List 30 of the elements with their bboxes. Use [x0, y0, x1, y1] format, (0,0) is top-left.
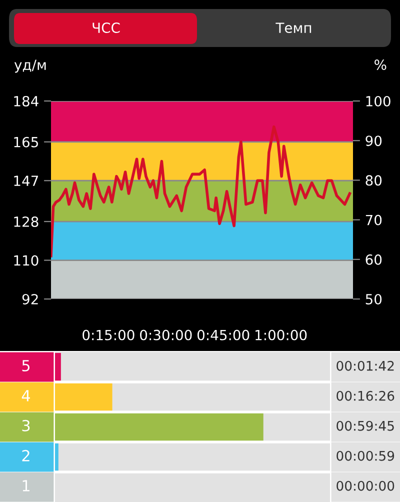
y-tick-label: 165: [14, 136, 38, 148]
data-label: 00:00:00: [336, 480, 394, 491]
data-label: 00:16:26: [336, 390, 394, 401]
y-tick-label: 147: [14, 176, 38, 186]
text: ЧСС: [92, 22, 120, 34]
y2-tick-label: 60: [366, 254, 382, 265]
y2-axis-title: %: [374, 60, 386, 70]
data-label: 00:00:59: [336, 450, 394, 461]
x-tick-label: 0:45:00: [198, 330, 250, 340]
text: Темп: [276, 22, 312, 34]
y-tick-label: 4: [22, 390, 30, 402]
y-tick-label: 1: [22, 480, 30, 492]
y-axis-title: уд/м: [14, 60, 46, 73]
y-tick-label: 110: [14, 255, 38, 266]
y2-tick-label: 80: [366, 175, 382, 186]
y2-tick-label: 100: [366, 96, 390, 106]
y-tick-label: 3: [22, 420, 30, 432]
y-tick-label: 92: [22, 294, 38, 304]
y-tick-label: 184: [14, 96, 38, 106]
y-tick-label: 5: [22, 360, 30, 372]
x-tick-label: 0:30:00: [140, 330, 192, 340]
data-label: 00:59:45: [336, 420, 394, 431]
y2-tick-label: 70: [366, 214, 382, 226]
y-tick-label: 2: [22, 450, 30, 462]
y2-tick-label: 50: [366, 294, 382, 304]
data-label: 00:01:42: [336, 360, 394, 371]
y-tick-label: 128: [14, 216, 38, 227]
y2-tick-label: 90: [366, 136, 382, 146]
x-tick-label: 0:15:00: [82, 330, 134, 340]
x-tick-label: 1:00:00: [256, 330, 307, 340]
